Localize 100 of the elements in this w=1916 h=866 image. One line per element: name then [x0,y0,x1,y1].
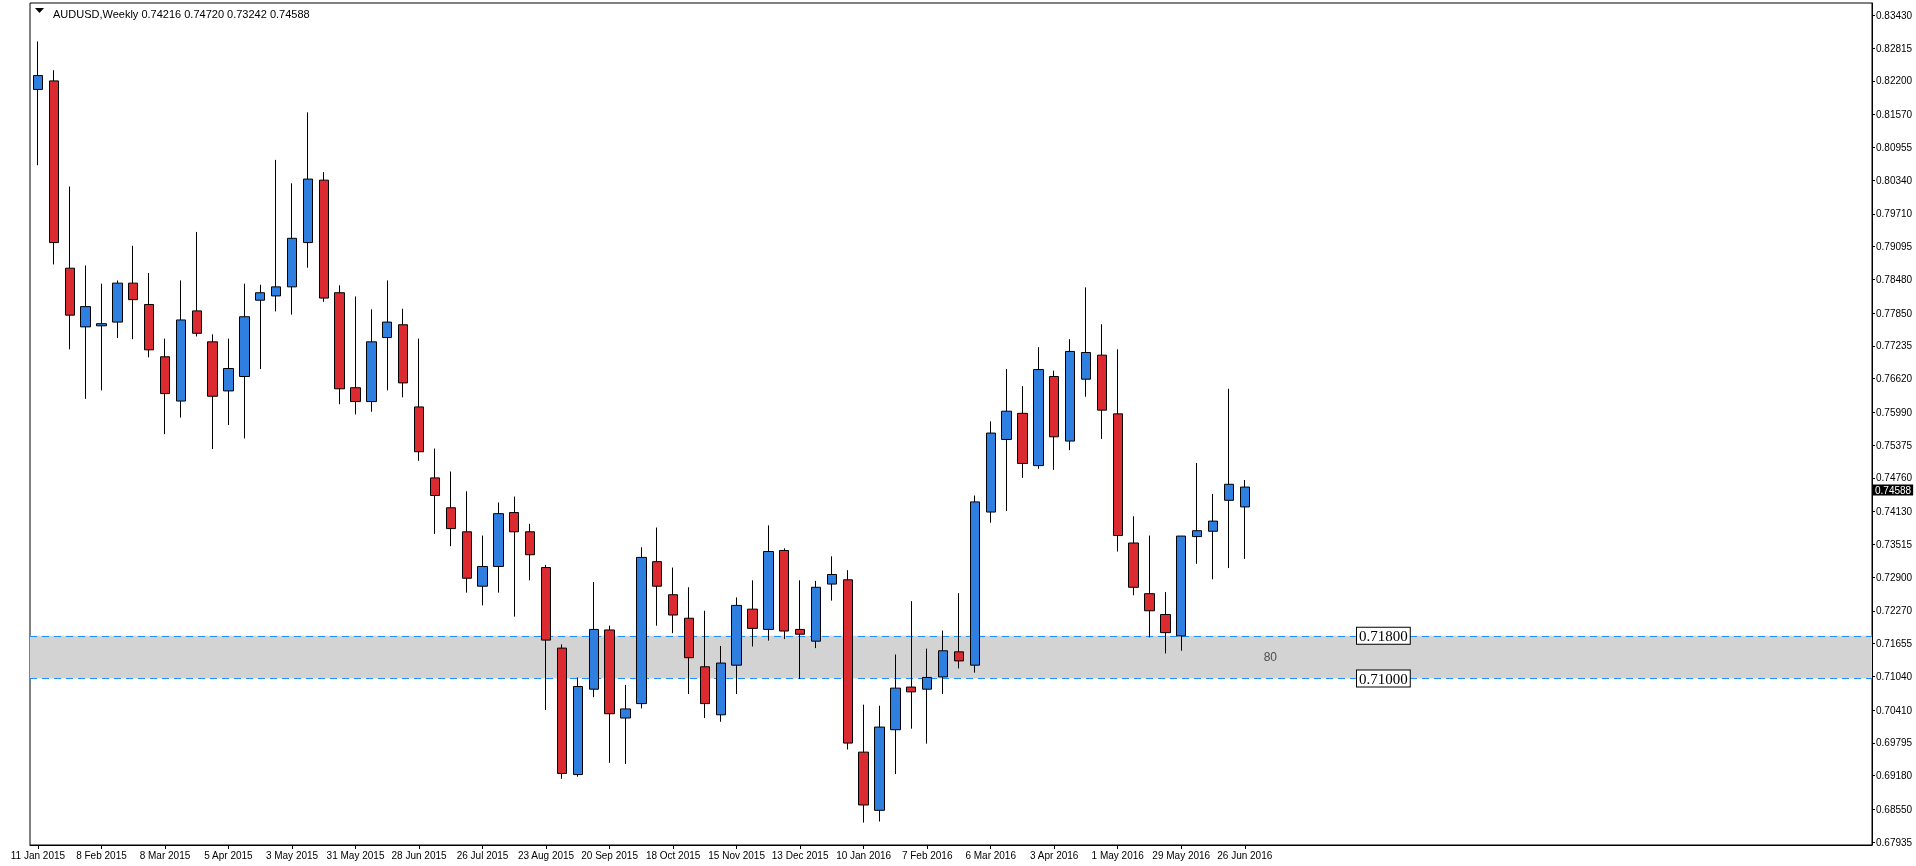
candlestick [858,704,869,824]
candlestick [557,643,567,780]
candlestick [144,272,154,358]
y-tick-label: 0.82200 [1876,75,1913,87]
candlestick [414,338,424,462]
y-tick-label: 0.80955 [1876,141,1913,153]
candlestick [1192,462,1202,565]
y-tick-label: 0.70410 [1876,704,1913,716]
x-tick-label: 1 May 2016 [1091,849,1145,861]
candlestick [684,586,694,695]
candlestick [287,182,297,316]
candlestick [652,527,662,627]
y-tick-label: 0.75375 [1876,439,1913,451]
candlestick [525,523,535,581]
y-tick-label: 0.74760 [1876,472,1913,484]
candlestick [811,580,821,649]
x-tick-label: 5 Apr 2015 [204,849,254,861]
x-tick-label: 26 Jun 2016 [1217,849,1273,861]
y-tick-label: 0.69180 [1876,770,1913,782]
candlestick [65,186,75,350]
candlestick [716,645,726,723]
candlestick [938,630,948,695]
candlestick [398,308,408,398]
candlestick [319,171,329,303]
candlestick [80,265,91,400]
y-tick-label: 0.76620 [1876,373,1913,385]
candlestick [509,496,519,618]
y-tick-label: 0.68550 [1876,803,1913,815]
y-tick-label: 0.69795 [1876,737,1913,749]
candlestick [700,610,710,719]
y-tick-label: 0.77235 [1876,340,1913,352]
candlestick [970,495,980,674]
x-tick-label: 3 May 2015 [265,849,319,861]
candlestick [382,279,392,391]
candlestick [890,654,901,775]
candlestick [207,333,218,450]
y-tick-label: 0.82815 [1876,42,1913,54]
y-tick-label: 0.78480 [1876,273,1913,285]
candlestick [255,284,265,370]
candlestick [589,581,599,698]
candlestick [1081,286,1091,398]
candlestick [1144,535,1155,638]
candlestick [223,338,234,426]
candlestick [430,448,440,535]
x-tick-label: 28 Jun 2015 [391,849,447,861]
y-tick-label: 0.71655 [1876,638,1913,650]
chart-title: AUDUSD,Weekly 0.74216 0.74720 0.73242 0.74588 [53,7,310,20]
candlestick [1160,591,1171,654]
candlestick [620,684,631,765]
y-tick-label: 0.72270 [1876,605,1913,617]
candlestick [1017,385,1028,479]
candlestick [636,546,647,709]
candlestick [1097,323,1107,440]
candlestick [827,555,837,602]
candlestick [192,231,202,337]
candlestick [1128,515,1139,596]
candlestick [604,625,615,764]
candlestick [446,470,456,547]
candlestick [96,283,107,391]
candlestick [239,283,250,439]
candlestick [1208,493,1218,580]
candlestick [350,295,361,415]
candlestick [33,40,43,166]
x-tick-label: 7 Feb 2016 [901,849,953,861]
candlestick [986,420,996,524]
candlestick [843,569,853,750]
candlestick [1033,346,1044,470]
y-tick-label: 0.67935 [1876,836,1913,848]
y-tick-label: 0.75990 [1876,406,1913,418]
candlestick [573,676,583,778]
x-tick-label: 18 Oct 2015 [645,849,701,861]
candlestick [541,564,551,711]
candlestick [1065,338,1075,451]
y-tick-label: 0.77850 [1876,307,1913,319]
y-tick-label: 0.73515 [1876,538,1913,550]
candlestick [49,69,59,265]
candlestick [874,705,885,823]
x-tick-label: 8 Feb 2015 [76,849,128,861]
candlestick [160,338,170,435]
candlestick [763,524,774,642]
x-tick-label: 15 Nov 2015 [708,849,766,861]
y-tick-label: 0.74130 [1876,506,1913,518]
band-label: 80 [1263,650,1278,665]
candlestick [493,501,504,594]
candlestick [922,648,932,745]
y-tick-label: 0.79710 [1876,208,1913,220]
x-tick-label: 29 May 2016 [1152,849,1211,861]
ref-line-label: 0.71800 [1359,627,1408,644]
candlestick [303,111,313,269]
y-tick-label: 0.71040 [1876,670,1913,682]
x-tick-label: 3 Apr 2016 [1030,849,1079,861]
candlestick [795,579,805,680]
y-tick-label: 0.80340 [1876,174,1913,186]
candlestick [462,490,472,594]
candlestick [271,159,281,312]
candlestick [779,547,789,640]
candlestick [668,567,678,634]
candlestick [747,579,758,648]
candlestick [366,308,377,413]
x-tick-label: 23 Aug 2015 [517,849,575,861]
